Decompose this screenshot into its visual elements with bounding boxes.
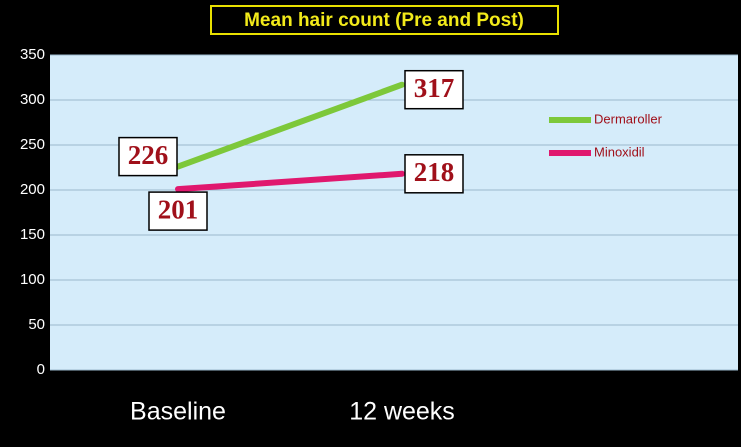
value-label: 201 (158, 194, 199, 224)
series-line (175, 81, 405, 170)
chart-title: Mean hair count (Pre and Post) (244, 10, 524, 31)
value-label: 317 (414, 73, 455, 103)
value-label-box (404, 69, 464, 110)
y-tick-label: 50 (28, 316, 45, 333)
value-label: 218 (414, 157, 455, 187)
value-label-box (148, 191, 208, 231)
x-tick-label: Baseline (130, 398, 226, 426)
y-tick-label: 300 (20, 91, 45, 108)
legend-label: Dermaroller (594, 111, 663, 126)
value-label-box (404, 154, 464, 194)
y-tick-label: 350 (20, 46, 45, 63)
y-tick-label: 200 (20, 181, 45, 198)
title-box (210, 5, 559, 35)
x-tick-label: 12 weeks (349, 398, 455, 426)
value-label-box (118, 136, 178, 177)
series-line (175, 170, 405, 193)
legend-label: Minoxidil (594, 144, 645, 159)
y-tick-label: 250 (20, 136, 45, 153)
y-tick-label: 0 (37, 361, 45, 378)
y-tick-label: 100 (20, 271, 45, 288)
value-label: 226 (128, 140, 169, 170)
y-tick-label: 150 (20, 226, 45, 243)
